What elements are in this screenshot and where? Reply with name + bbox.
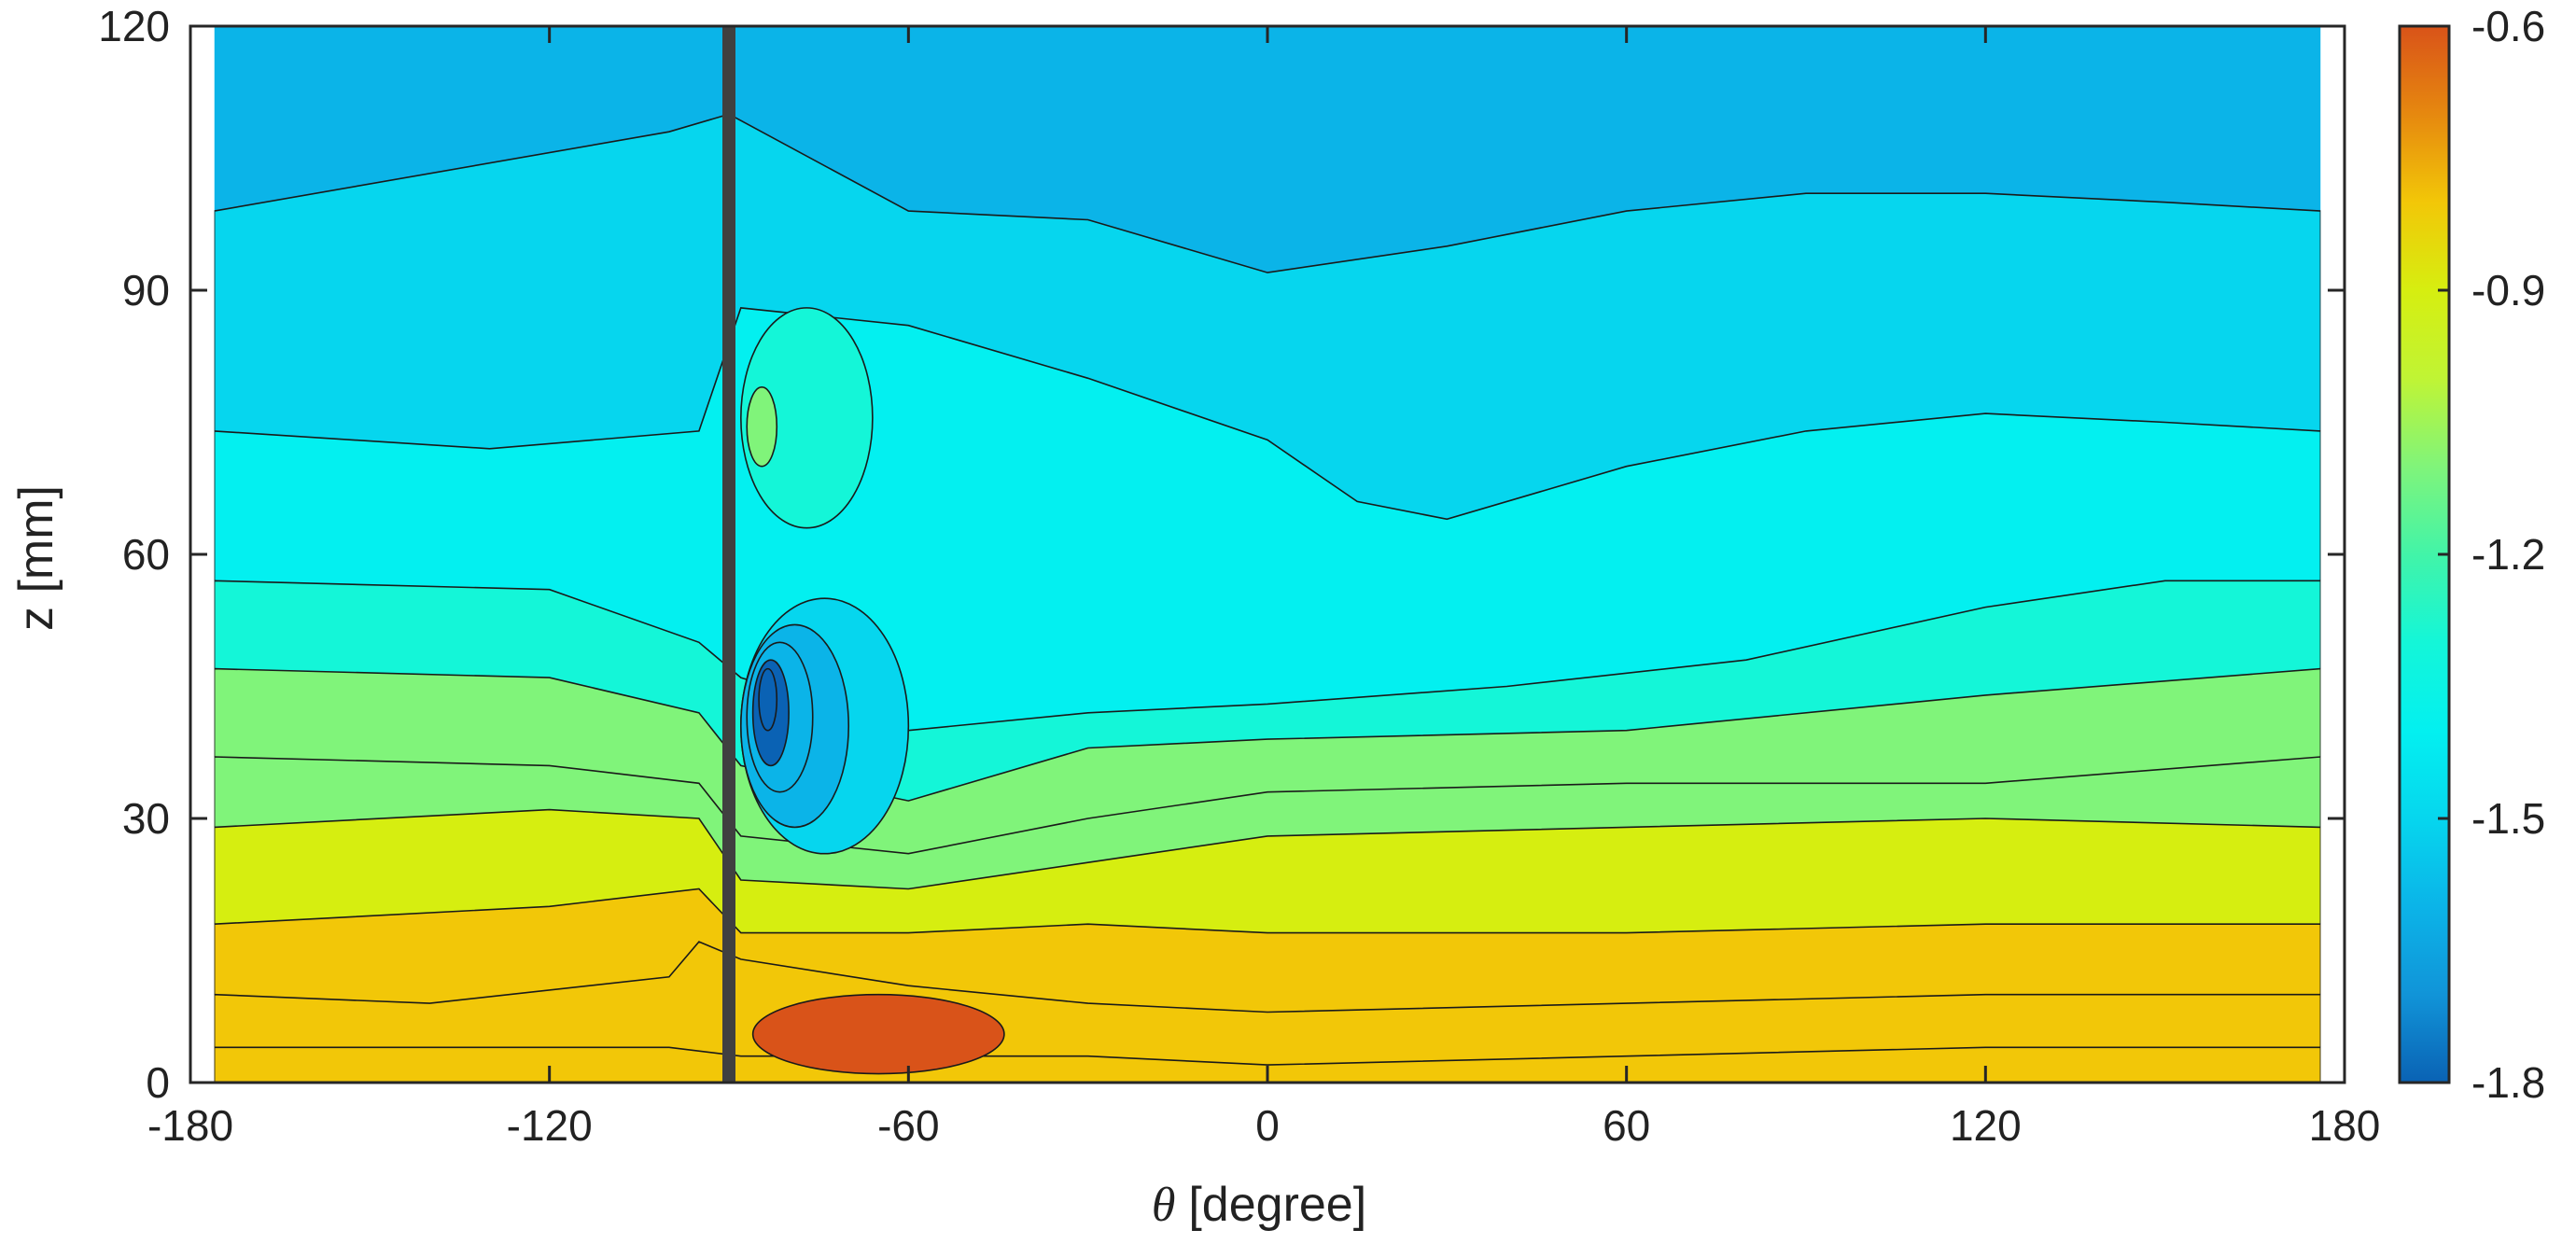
x-tick-label: -180 xyxy=(147,1101,233,1150)
x-axis-label-unit: [degree] xyxy=(1188,1178,1366,1232)
contour-band xyxy=(214,1046,2321,1083)
contour-green-pocket xyxy=(740,307,874,529)
y-tick-label: 90 xyxy=(122,266,170,314)
x-tick-label: -120 xyxy=(507,1101,593,1150)
x-axis-label: θ [degree] xyxy=(1152,1178,1366,1232)
colorbar-tick-label: -0.6 xyxy=(2471,2,2545,50)
y-tick-label: 0 xyxy=(146,1058,170,1107)
cylinder-marker xyxy=(722,26,735,1083)
colorbar-tick-label: -0.9 xyxy=(2471,266,2545,314)
colorbar: -0.6 -0.9 -1.2 -1.5 -1.8 xyxy=(2398,2,2545,1107)
colorbar-tick-label: -1.2 xyxy=(2471,530,2545,579)
x-tick-label: 180 xyxy=(2309,1101,2381,1150)
x-tick-label: 0 xyxy=(1255,1101,1280,1150)
cylinder-marker-layer xyxy=(722,26,735,1083)
x-tick-label: 120 xyxy=(1950,1101,2022,1150)
y-tick-label: 120 xyxy=(98,2,170,50)
x-tick-label: 60 xyxy=(1603,1101,1650,1150)
colorbar-tick-label: -1.5 xyxy=(2471,794,2545,843)
y-tick-label: 60 xyxy=(122,530,170,579)
contour-low-pressure-core xyxy=(758,667,778,732)
colorbar-tick-label: -1.8 xyxy=(2471,1058,2545,1107)
x-axis-ticks: -180 -120 -60 0 60 120 180 xyxy=(147,26,2380,1150)
y-tick-label: 30 xyxy=(122,794,170,843)
contour-band xyxy=(214,941,2321,1083)
contour-orange-pocket xyxy=(751,993,1005,1075)
y-axis-ticks: 0 30 60 90 120 xyxy=(98,2,2345,1107)
x-tick-label: -60 xyxy=(877,1101,939,1150)
y-axis-label: z [mm] xyxy=(9,485,63,631)
x-axis-label-variable: θ xyxy=(1152,1179,1176,1232)
contour-green-pocket xyxy=(746,385,778,468)
contour-field xyxy=(214,26,2321,1083)
